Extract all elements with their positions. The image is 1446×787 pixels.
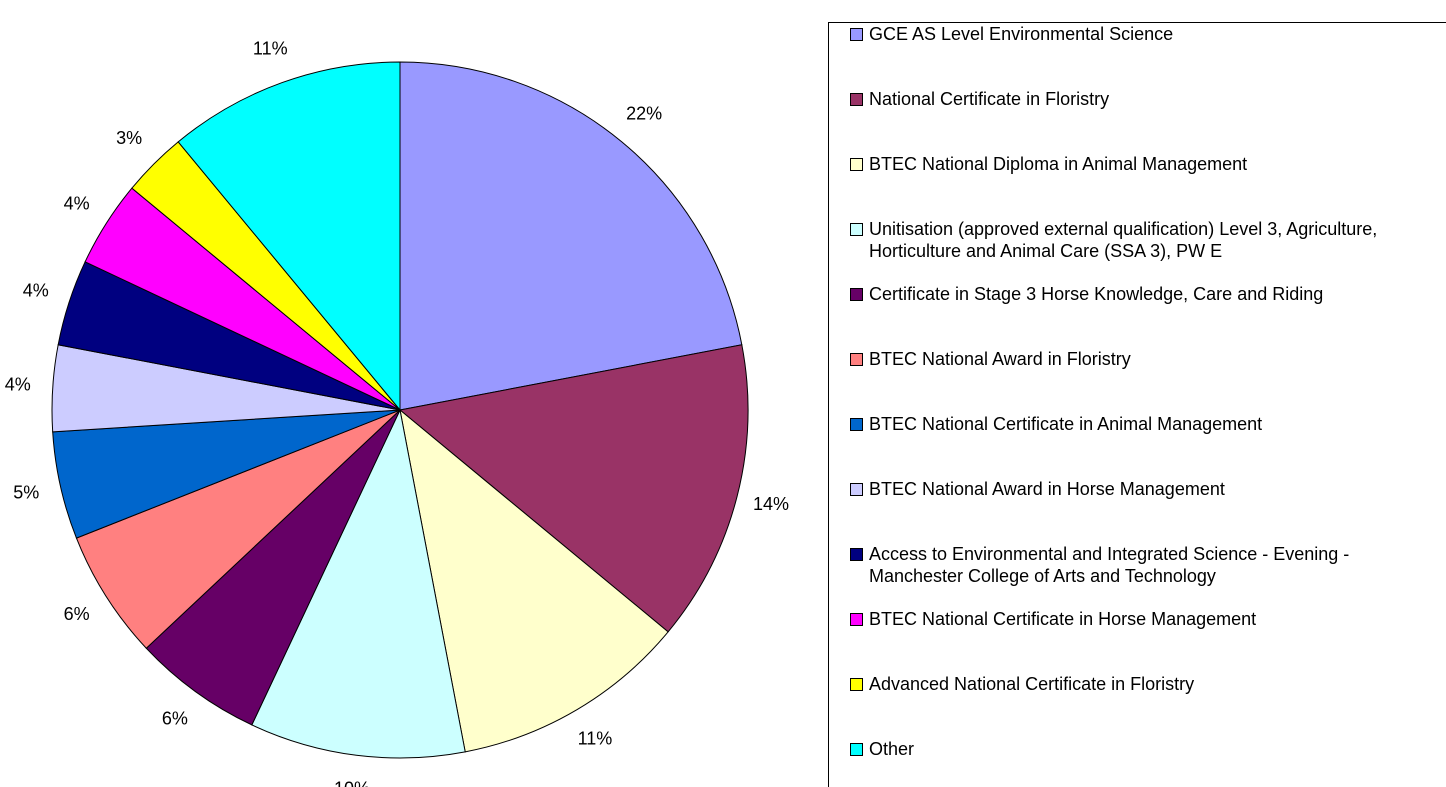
legend-swatch	[850, 613, 863, 626]
legend-swatch	[850, 678, 863, 691]
data-label: 4%	[64, 194, 90, 214]
legend-label: Advanced National Certificate in Florist…	[869, 674, 1195, 694]
legend-swatch	[850, 418, 863, 431]
legend-swatch	[850, 288, 863, 301]
legend-swatch	[850, 28, 863, 41]
legend-label: GCE AS Level Environmental Science	[869, 24, 1174, 44]
data-label: 5%	[13, 482, 39, 502]
legend-label: BTEC National Award in Horse Management	[869, 479, 1225, 499]
data-label: 14%	[753, 494, 789, 514]
data-label: 10%	[334, 779, 370, 787]
data-label: 3%	[116, 128, 142, 148]
legend-entry: Access to Environmental and Integrated S…	[850, 543, 1446, 587]
data-label: 6%	[64, 604, 90, 624]
legend-label: National Certificate in Floristry	[869, 89, 1110, 109]
legend-label: BTEC National Diploma in Animal Manageme…	[869, 154, 1248, 174]
pie-slice	[177, 61, 401, 412]
legend-swatch	[850, 743, 863, 756]
legend-entry: BTEC National Award in Horse Management	[850, 478, 1446, 500]
data-label: 4%	[23, 280, 49, 300]
legend-entry: National Certificate in Floristry	[850, 88, 1446, 110]
legend-swatch	[850, 158, 863, 171]
legend-entry: BTEC National Diploma in Animal Manageme…	[850, 153, 1446, 175]
legend-label: BTEC National Award in Floristry	[869, 349, 1131, 369]
pie-slice	[399, 61, 743, 411]
data-label: 11%	[578, 728, 613, 748]
legend-label: Certificate in Stage 3 Horse Knowledge, …	[869, 284, 1324, 304]
pie-slice	[75, 409, 401, 649]
legend-entry: BTEC National Certificate in Horse Manag…	[850, 608, 1446, 630]
legend-label: Access to Environmental and Integrated S…	[869, 544, 1350, 586]
legend-label: BTEC National Certificate in Animal Mana…	[869, 414, 1263, 434]
legend-label: BTEC National Certificate in Horse Manag…	[869, 609, 1257, 629]
pie-slice	[399, 408, 669, 753]
legend-entry: Certificate in Stage 3 Horse Knowledge, …	[850, 283, 1446, 305]
data-label: 11%	[253, 38, 288, 58]
pie-slice	[398, 344, 749, 633]
legend-swatch	[850, 483, 863, 496]
legend-entry: BTEC National Award in Floristry	[850, 348, 1446, 370]
legend-entry: Other	[850, 738, 1446, 760]
legend: GCE AS Level Environmental Science Nation…	[828, 22, 1446, 787]
legend-entry: GCE AS Level Environmental Science	[850, 23, 1446, 45]
legend-label: Unitisation (approved external qualifica…	[869, 219, 1378, 261]
pie-slice	[145, 409, 401, 726]
pie-slice	[251, 408, 466, 759]
pie-area: 22% 14% 11% 10% 6% 6% 5% 4% 4% 4% 3% 11%	[5, 38, 789, 787]
data-label: 22%	[626, 104, 662, 124]
legend-label: Other	[869, 739, 915, 759]
legend-entry: BTEC National Certificate in Animal Mana…	[850, 413, 1446, 435]
legend-swatch	[850, 353, 863, 366]
legend-entry: Advanced National Certificate in Florist…	[850, 673, 1446, 695]
data-label: 4%	[5, 375, 31, 395]
legend-swatch	[850, 223, 863, 236]
legend-entry: Unitisation (approved external qualifica…	[850, 218, 1446, 262]
legend-swatch	[850, 93, 863, 106]
legend-swatch	[850, 548, 863, 561]
data-label: 6%	[162, 709, 188, 729]
